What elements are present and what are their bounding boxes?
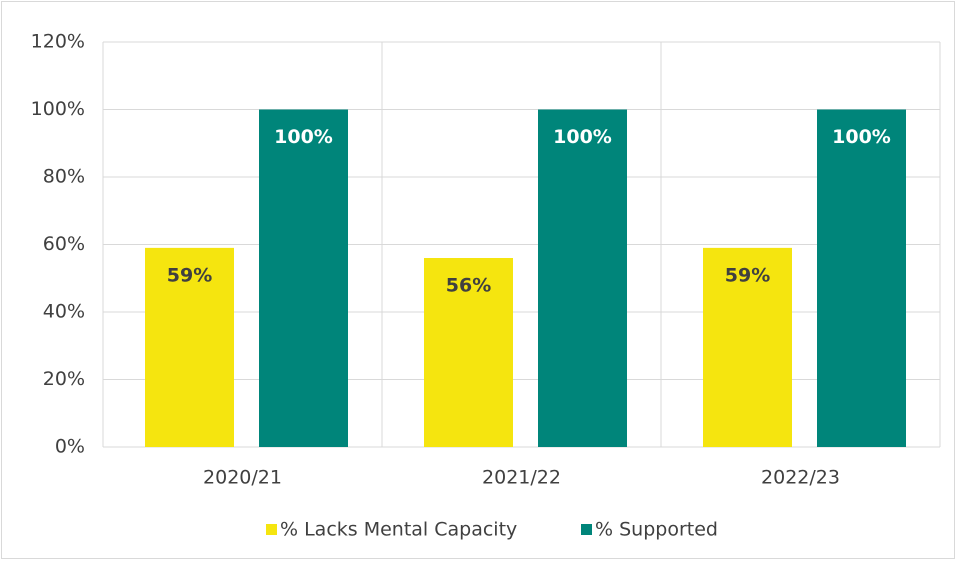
value-label: 59%: [725, 264, 770, 286]
bar: [424, 258, 513, 447]
bar: [259, 109, 348, 447]
legend-label: % Supported: [595, 519, 718, 541]
x-tick-label: 2021/22: [482, 467, 561, 489]
x-tick-label: 2022/23: [761, 467, 840, 489]
y-tick-label: 40%: [43, 301, 85, 323]
value-label: 59%: [167, 264, 212, 286]
bar: [817, 109, 906, 447]
value-label: 100%: [274, 126, 333, 148]
y-tick-label: 120%: [31, 31, 85, 53]
y-tick-label: 100%: [31, 98, 85, 120]
y-tick-label: 80%: [43, 166, 85, 188]
legend-swatch: [581, 524, 592, 535]
bar: [145, 247, 234, 447]
bar: [703, 247, 792, 447]
value-label: 56%: [446, 275, 491, 297]
x-tick-label: 2020/21: [203, 467, 282, 489]
legend-label: % Lacks Mental Capacity: [280, 519, 517, 541]
y-tick-label: 0%: [55, 436, 85, 458]
y-tick-label: 60%: [43, 233, 85, 255]
value-label: 100%: [832, 126, 891, 148]
y-tick-label: 20%: [43, 368, 85, 390]
legend-swatch: [266, 524, 277, 535]
value-label: 100%: [553, 126, 612, 148]
bar: [538, 109, 627, 447]
